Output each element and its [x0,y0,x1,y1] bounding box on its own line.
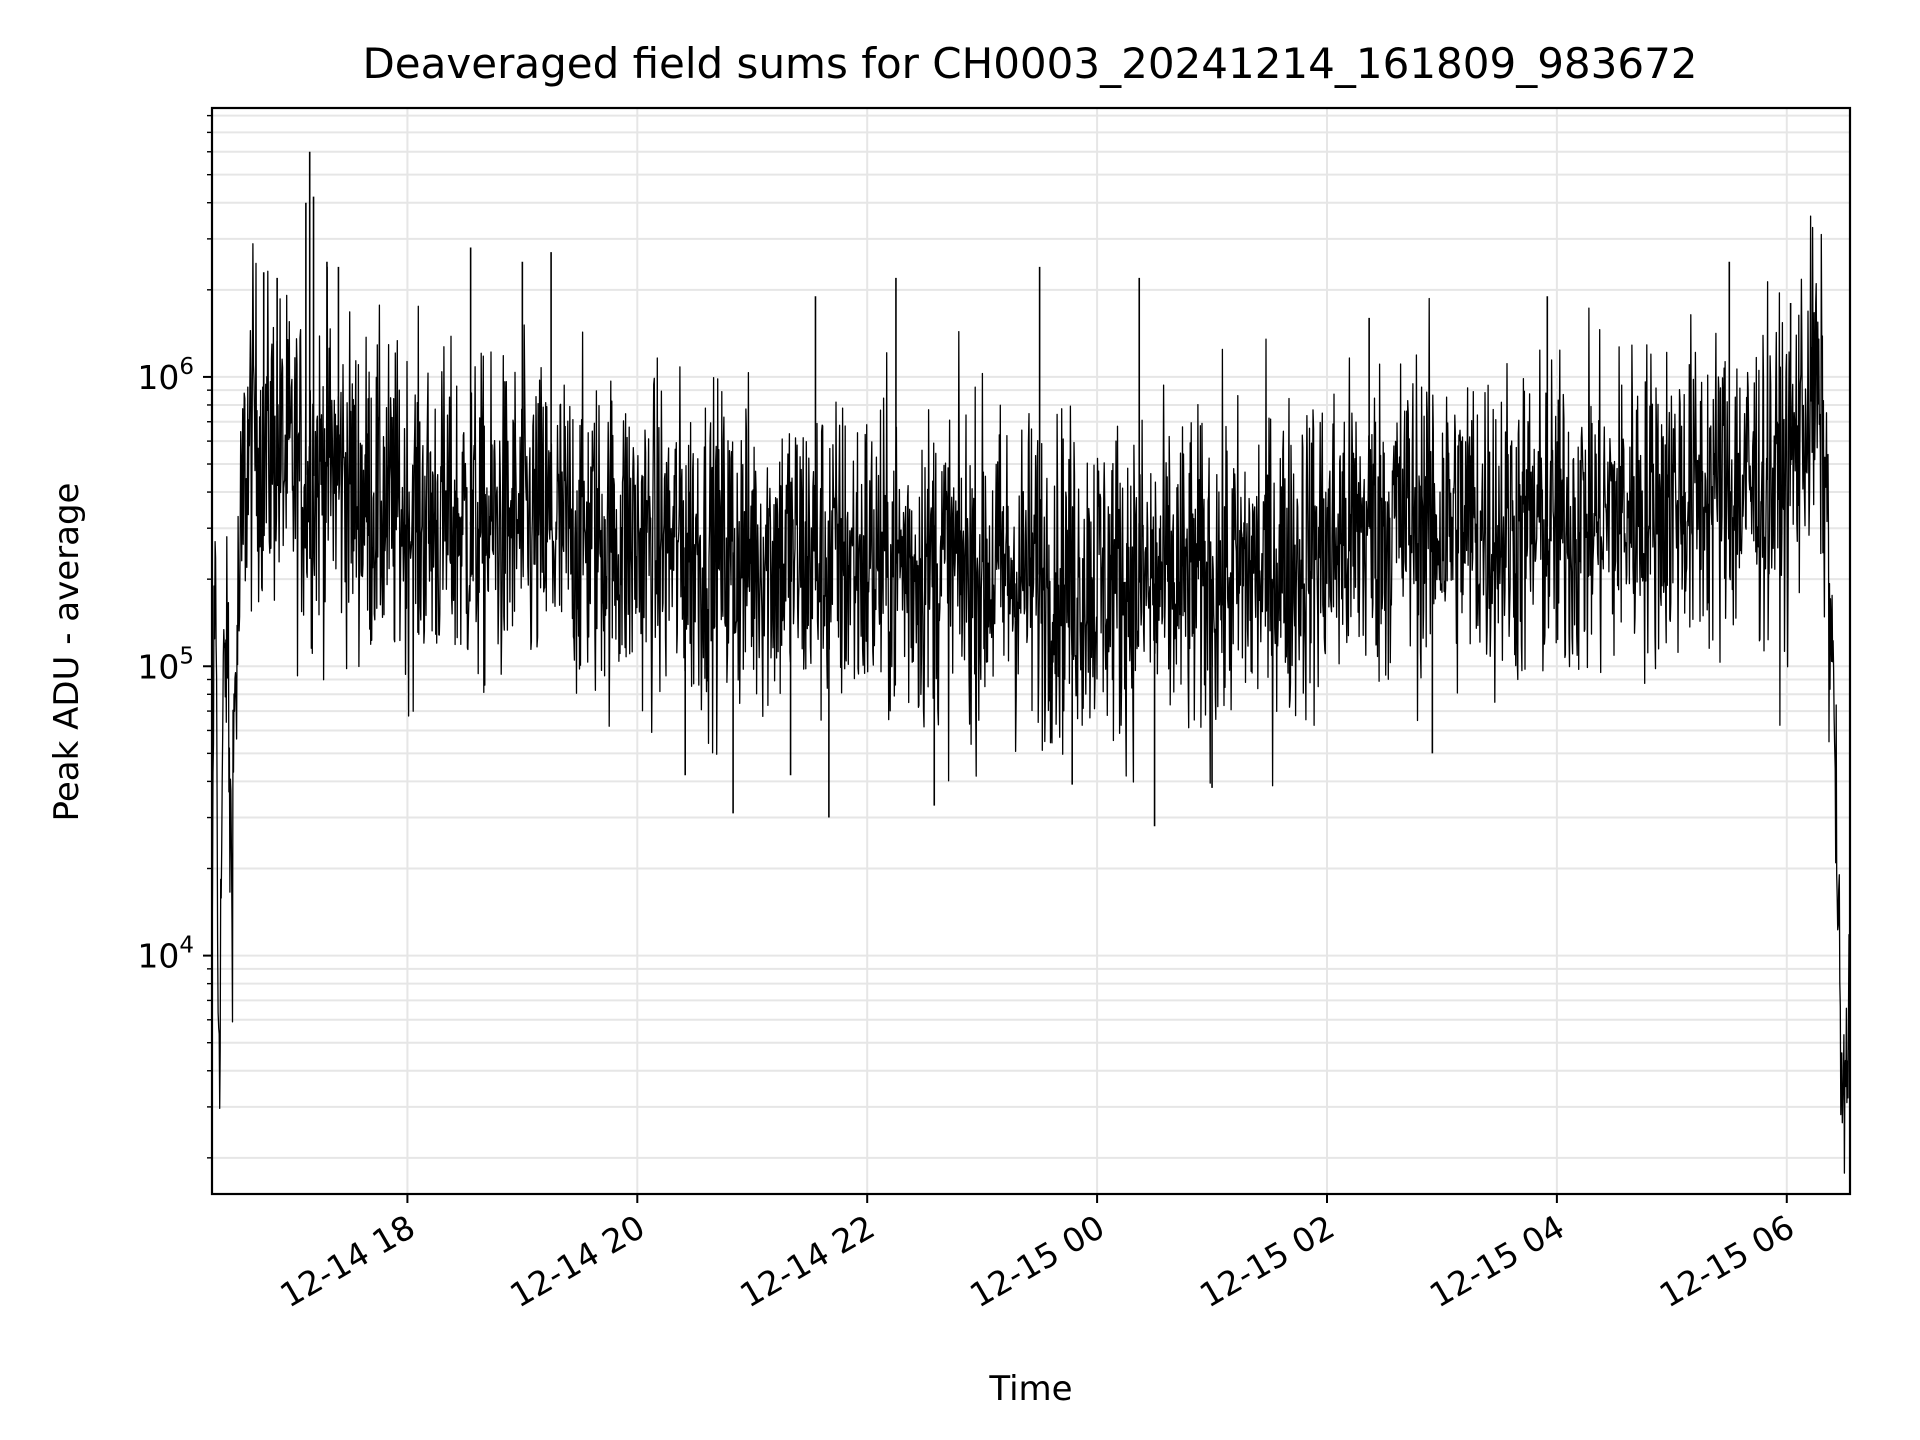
y-axis: 104 105 106 [137,114,212,1159]
y-axis-title: Peak ADU - average [47,483,87,822]
y-tick-label: 105 [137,643,194,686]
plot-frame [210,106,1852,1196]
grid-lines [212,108,1850,1194]
series-line [212,215,1850,1174]
plot-area [212,151,1850,1174]
y-tick-label: 104 [137,933,194,976]
y-tick-label: 106 [137,354,194,397]
chart-title: Deaveraged field sums for CH0003_2024121… [362,39,1697,88]
x-axis-title: Time [988,1369,1072,1409]
